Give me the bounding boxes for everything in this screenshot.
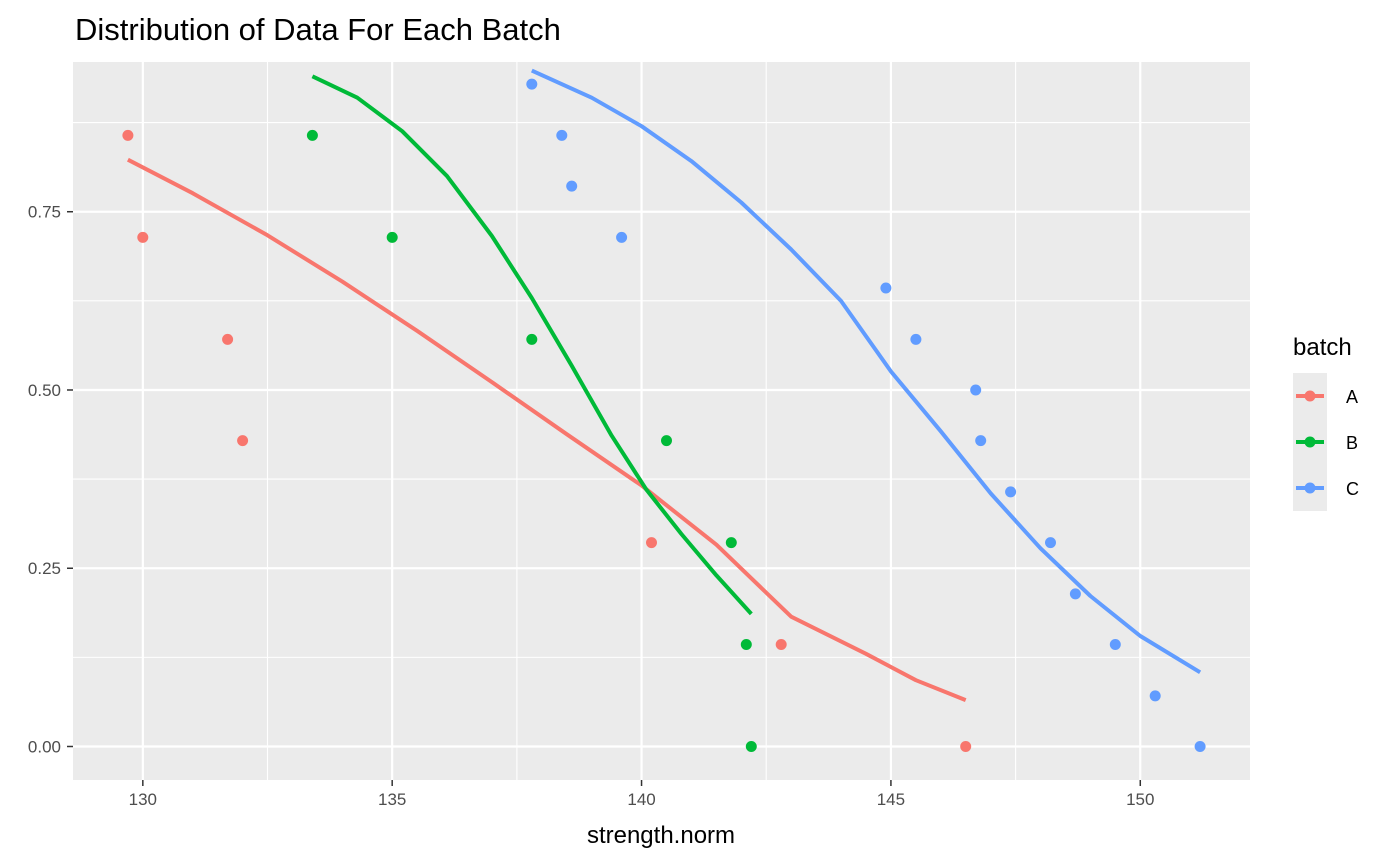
data-point-a [646, 537, 657, 549]
data-point-c [910, 333, 922, 345]
data-point-c [880, 282, 892, 294]
x-tick-label: 130 [129, 790, 157, 809]
legend-label-c: C [1346, 479, 1359, 499]
data-point-b [386, 231, 398, 243]
data-point-b [661, 435, 672, 447]
panel-background [73, 62, 1250, 780]
data-point-c [616, 231, 628, 243]
data-point-c [970, 384, 982, 396]
data-point-a [137, 231, 149, 243]
data-point-b [526, 333, 538, 345]
series-line-c [530, 68, 1202, 675]
legend-key-point [1304, 482, 1316, 494]
data-point-c [1194, 741, 1206, 752]
y-tick-label: 0.75 [28, 203, 61, 222]
data-point-b [306, 129, 318, 141]
data-point-a [222, 333, 234, 345]
data-point-c [1109, 639, 1121, 650]
legend-key-point [1304, 436, 1316, 448]
data-point-b [725, 537, 737, 549]
legend-key-point [1304, 390, 1316, 402]
chart-title: Distribution of Data For Each Batch [75, 12, 561, 47]
data-point-c [566, 180, 578, 192]
x-tick-label: 150 [1126, 790, 1154, 809]
data-point-c [1005, 486, 1017, 498]
data-point-a [237, 435, 249, 447]
legend-key-a [1293, 373, 1327, 419]
y-tick-label: 0.50 [28, 381, 61, 400]
x-tick-label: 135 [378, 790, 406, 809]
legend-key-b [1293, 419, 1327, 465]
data-point-b [740, 639, 752, 650]
y-tick-label: 0.25 [28, 559, 61, 578]
legend-title: batch [1293, 334, 1352, 361]
legend: batch A B C [1293, 334, 1359, 511]
y-tick-label: 0.00 [28, 737, 61, 756]
data-point-a [960, 741, 972, 752]
series-line-a [126, 157, 967, 702]
x-axis-title: strength.norm [587, 822, 735, 849]
legend-key-c [1293, 465, 1327, 511]
data-point-c [1149, 690, 1161, 702]
legend-label-b: B [1346, 433, 1358, 453]
data-point-a [775, 639, 787, 650]
data-point-c [1069, 588, 1081, 600]
data-point-a [122, 129, 134, 141]
legend-label-a: A [1346, 387, 1358, 407]
y-axis: 0.00 0.25 0.50 0.75 [28, 203, 73, 756]
data-point-c [526, 78, 538, 90]
data-point-c [1045, 537, 1056, 549]
data-point-c [975, 435, 987, 447]
data-point-b [745, 741, 757, 752]
data-point-c [556, 129, 568, 141]
x-tick-label: 145 [877, 790, 905, 809]
x-axis: 130 135 140 145 150 [129, 780, 1154, 809]
x-tick-label: 140 [627, 790, 655, 809]
plot-panel [73, 62, 1250, 780]
series-line-b [311, 74, 753, 616]
